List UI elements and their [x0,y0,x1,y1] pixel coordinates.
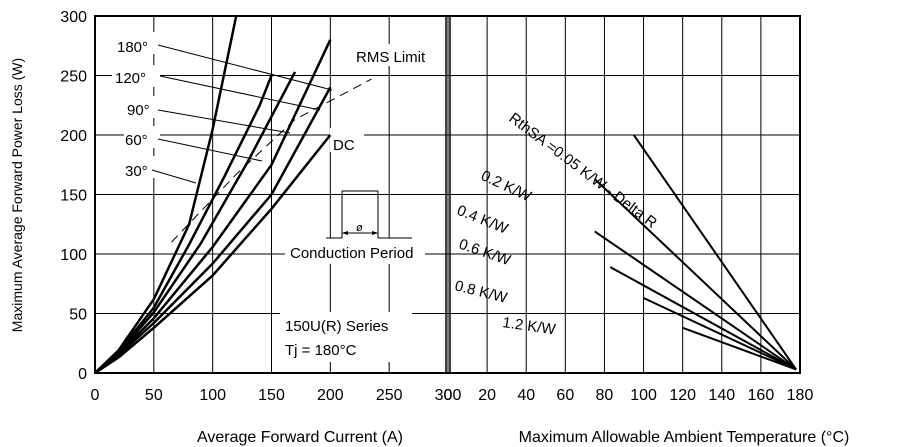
series-line [632,134,797,370]
rth-label: 0.6 K/W [457,236,514,270]
outer-frame [94,15,801,374]
label-background [280,312,412,362]
x-tick-label: 0 [444,387,453,404]
curve-label: 120° [115,70,146,87]
label-background [124,126,160,148]
y-tick-label: 100 [60,247,87,264]
leader-line [159,75,321,111]
x-tick-label: 20 [478,387,496,404]
x-tick-label: 300 [435,387,462,404]
y-tick-label: 50 [69,307,87,324]
label-background [124,156,160,178]
label-background [112,65,160,87]
rms-limit-label: RMS Limit [356,49,426,66]
y-axis-title: Maximum Average Forward Power Loss (W) [9,58,25,332]
series-line [643,297,797,371]
leader-line [157,138,263,162]
x-tick-label: 140 [708,387,735,404]
rth-label: 1.2 K/W [501,314,557,338]
x-axis-title-right: Maximum Allowable Ambient Temperature (°… [519,429,850,446]
label-background [330,128,364,152]
curve-label: 180° [117,39,148,56]
series-line [682,326,797,371]
label-background [115,32,165,54]
y-tick-label: 300 [60,9,87,26]
x-tick-label: 250 [376,387,403,404]
tj-label: Tj = 180°C [285,342,357,359]
conduction-period-inset: ø [326,190,412,239]
label-background [348,44,438,66]
waveform [326,190,412,239]
series-line [594,178,797,371]
series-line [594,230,797,371]
leader-line [157,44,333,91]
grid-lines [94,15,801,374]
plot-frame [94,15,801,374]
x-tick-label: 40 [517,387,535,404]
curve-labels: 180° 120° 90° 60° 30° RMS Limit DC Conduction P… [115,39,660,359]
label-background [285,238,425,264]
dc-label: DC [333,137,355,154]
x-axis-title-left: Average Forward Current (A) [197,429,403,446]
leader-line [157,109,291,134]
series-line [94,134,332,375]
y-tick-label: 150 [60,188,87,205]
series-line [94,86,332,374]
x-tick-label: 80 [596,387,614,404]
curve-label: 90° [127,102,150,119]
series-line [609,266,797,371]
label-background [124,96,160,118]
arrowhead [372,231,378,235]
series-line [171,78,372,243]
x-tick-label: 120 [669,387,696,404]
x-tick-label: 60 [556,387,574,404]
y-tick-label: 0 [78,366,87,383]
x-tick-label: 100 [630,387,657,404]
phi-label: ø [356,222,363,234]
x-tick-label: 100 [199,387,226,404]
rth-label: RthSA =0.05 K/W - Delta R [506,110,661,232]
x-tick-label: 180 [787,387,814,404]
y-tick-label: 250 [60,69,87,86]
x-tick-label: 0 [91,387,100,404]
leader-line [151,169,197,184]
curve-label: 60° [125,132,148,149]
x-tick-label: 50 [145,387,163,404]
series-name-label: 150U(R) Series [285,318,388,335]
arrowhead [342,231,348,235]
rth-label: 0.4 K/W [455,202,512,238]
curve-label: 30° [125,163,148,180]
rth-label: 0.8 K/W [453,277,510,307]
curves [94,15,797,375]
x-tick-label: 150 [258,387,285,404]
conduction-period-label: Conduction Period [290,245,413,262]
y-tick-label: 200 [60,128,87,145]
x-tick-label: 160 [748,387,775,404]
x-tick-label: 200 [317,387,344,404]
